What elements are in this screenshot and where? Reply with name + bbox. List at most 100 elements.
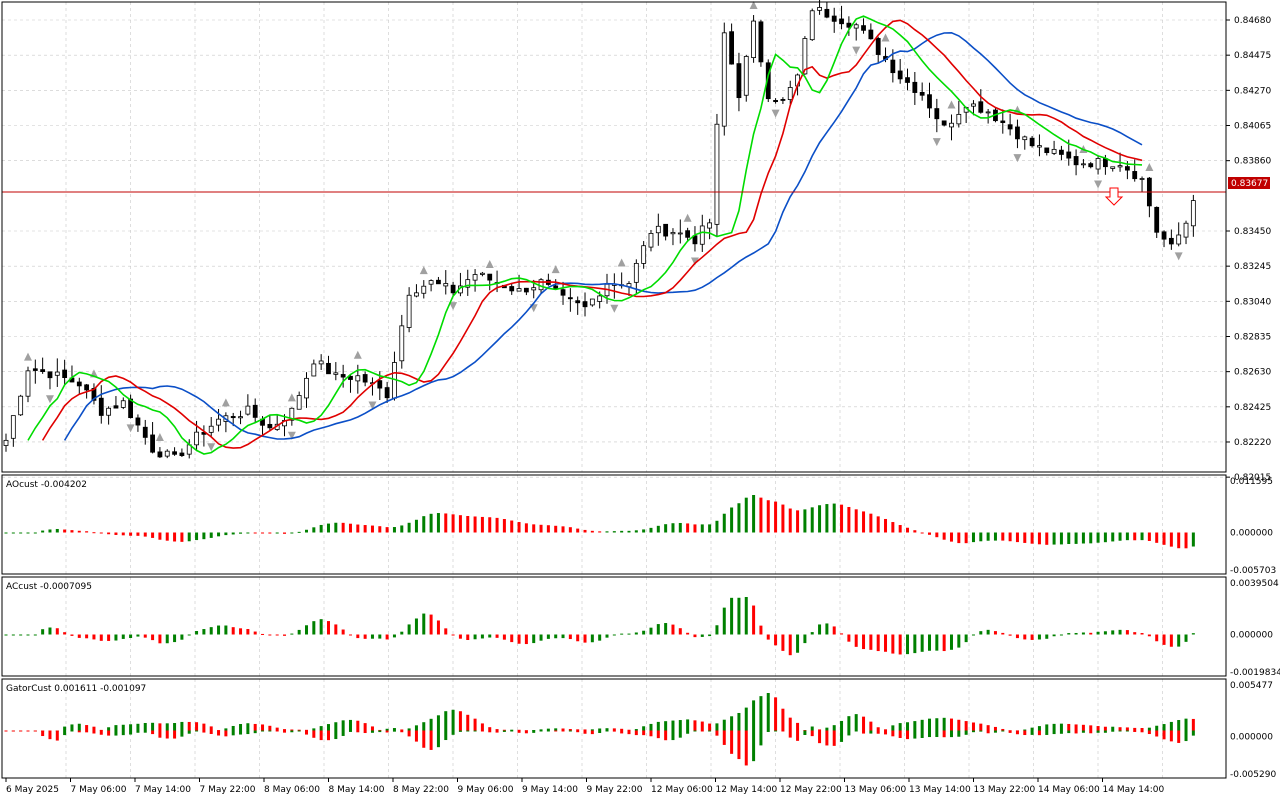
candle[interactable] — [743, 54, 749, 102]
candle[interactable] — [509, 283, 515, 295]
candle[interactable] — [113, 396, 119, 409]
candle[interactable] — [150, 422, 155, 454]
candle[interactable] — [1168, 229, 1174, 250]
candle[interactable] — [333, 362, 339, 381]
candle[interactable] — [1145, 163, 1154, 218]
candle[interactable] — [443, 270, 449, 295]
candle[interactable] — [846, 16, 852, 36]
candle[interactable] — [802, 36, 808, 75]
candle[interactable] — [155, 433, 164, 459]
candle[interactable] — [62, 359, 68, 386]
candle[interactable] — [868, 23, 874, 40]
candle[interactable] — [677, 219, 683, 244]
candle[interactable] — [1154, 206, 1160, 239]
candle[interactable] — [787, 80, 793, 105]
candle[interactable] — [384, 381, 390, 403]
candle[interactable] — [179, 448, 185, 458]
candle[interactable] — [318, 354, 324, 370]
candle[interactable] — [1110, 166, 1116, 172]
candle[interactable] — [575, 296, 581, 315]
candle[interactable] — [1044, 147, 1050, 156]
gator-indicator-panel[interactable] — [4, 693, 1195, 766]
candle[interactable] — [201, 425, 207, 447]
candle[interactable] — [348, 375, 353, 393]
candle[interactable] — [852, 22, 861, 55]
candle[interactable] — [978, 89, 984, 114]
candle[interactable] — [164, 449, 170, 459]
candle[interactable] — [326, 355, 331, 375]
candle[interactable] — [245, 394, 251, 416]
ac-indicator-panel[interactable] — [4, 597, 1195, 656]
candle[interactable] — [736, 52, 742, 112]
candle[interactable] — [582, 292, 588, 317]
candle[interactable] — [633, 259, 639, 294]
candle[interactable] — [721, 22, 727, 136]
candle[interactable] — [428, 279, 434, 292]
candle[interactable] — [1037, 134, 1042, 157]
candle[interactable] — [1139, 176, 1145, 192]
candle[interactable] — [207, 417, 216, 452]
candle[interactable] — [287, 393, 296, 440]
candle[interactable] — [1051, 140, 1057, 156]
candle[interactable] — [436, 276, 441, 285]
candle[interactable] — [1132, 159, 1138, 182]
candle[interactable] — [1088, 161, 1094, 169]
candle[interactable] — [340, 364, 346, 388]
candle[interactable] — [890, 49, 896, 83]
candle[interactable] — [749, 1, 758, 63]
candle[interactable] — [238, 410, 243, 425]
candle[interactable] — [912, 71, 918, 105]
candle[interactable] — [690, 226, 699, 266]
candle[interactable] — [523, 287, 529, 296]
candle[interactable] — [18, 394, 24, 417]
candle[interactable] — [472, 269, 478, 292]
candle[interactable] — [304, 372, 309, 408]
candle[interactable] — [414, 284, 419, 298]
candle[interactable] — [941, 120, 947, 127]
candle[interactable] — [458, 272, 463, 297]
candle[interactable] — [362, 371, 368, 387]
main-price-panel[interactable] — [2, 0, 1226, 459]
candle[interactable] — [985, 109, 991, 124]
candle[interactable] — [480, 271, 485, 277]
candle[interactable] — [465, 269, 471, 296]
candle[interactable] — [905, 68, 910, 91]
candle[interactable] — [641, 241, 647, 269]
candle[interactable] — [172, 447, 177, 456]
candle[interactable] — [32, 359, 38, 384]
candle[interactable] — [296, 391, 302, 410]
candle[interactable] — [311, 359, 317, 377]
candle[interactable] — [516, 274, 522, 292]
candle[interactable] — [399, 314, 405, 369]
candle[interactable] — [1174, 222, 1183, 261]
candle[interactable] — [267, 414, 273, 431]
candle[interactable] — [758, 19, 764, 67]
candle[interactable] — [126, 394, 135, 433]
candle[interactable] — [221, 398, 230, 433]
candle[interactable] — [76, 377, 82, 395]
candle[interactable] — [1073, 149, 1079, 176]
candle[interactable] — [135, 414, 141, 432]
candle[interactable] — [861, 18, 866, 34]
candle[interactable] — [809, 8, 815, 41]
candle[interactable] — [729, 23, 735, 65]
candle[interactable] — [485, 259, 494, 291]
candle[interactable] — [663, 223, 669, 241]
candle[interactable] — [875, 36, 881, 64]
candle[interactable] — [23, 352, 32, 403]
candle[interactable] — [120, 397, 126, 410]
candle[interactable] — [3, 433, 9, 452]
candle[interactable] — [1022, 135, 1028, 150]
candle[interactable] — [839, 5, 844, 30]
candle[interactable] — [956, 100, 962, 128]
candle[interactable] — [40, 357, 46, 374]
candle[interactable] — [771, 98, 780, 118]
candle[interactable] — [274, 414, 280, 431]
candle[interactable] — [1000, 109, 1006, 134]
candle[interactable] — [1094, 156, 1103, 189]
candle[interactable] — [971, 100, 976, 116]
candle[interactable] — [449, 281, 458, 311]
candle[interactable] — [406, 287, 412, 333]
candle[interactable] — [932, 98, 941, 147]
